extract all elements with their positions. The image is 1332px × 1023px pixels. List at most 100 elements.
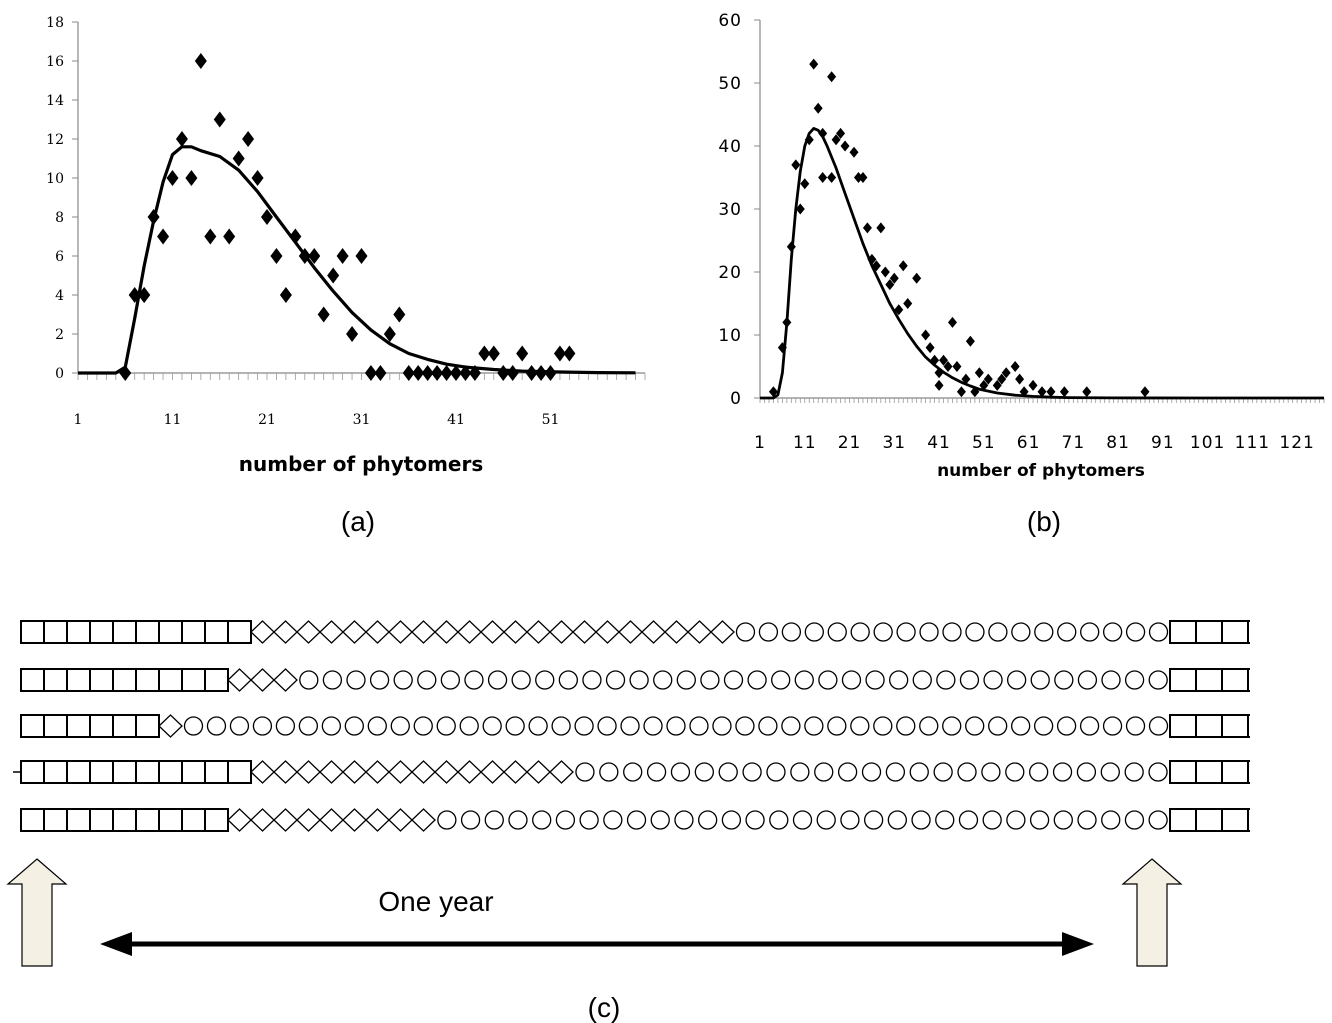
circle-phytomer [558,670,578,690]
data-point [497,365,510,381]
square-phytomer [181,808,206,832]
data-point [421,365,434,381]
diamond-phytomer [388,620,413,644]
diamond-phytomer [296,620,321,644]
circle-phytomer [535,670,555,690]
fit-curve [78,145,636,375]
circle-phytomer [670,762,691,782]
x-tick-label: 91 [1151,433,1175,453]
data-point [251,170,264,186]
x-axis-label: number of phytomers [937,461,1145,481]
square-phytomer [89,714,114,738]
y-tick-label: 14 [46,93,64,109]
data-point [983,373,993,385]
arrow-head-left-icon [100,932,132,956]
caption-b: (b) [1027,506,1061,537]
y-tick-label: 18 [46,15,64,31]
square-phytomer [1195,760,1223,784]
data-point [795,203,805,215]
circle-phytomer [816,810,836,830]
data-point [777,342,787,354]
data-point [921,329,931,341]
diamond-phytomer [365,760,390,784]
data-point [478,345,491,362]
data-point [961,373,971,385]
circle-phytomer [653,670,673,690]
circle-phytomer [1080,622,1100,642]
circle-phytomer [837,762,858,782]
phytomer-row [20,808,1250,832]
data-point [147,209,160,225]
circle-phytomer [959,670,980,690]
diamond-phytomer [250,668,275,692]
square-phytomer [135,668,160,692]
circle-phytomer [723,670,744,690]
square-phytomer [1169,714,1197,738]
y-tick-label: 10 [718,326,742,346]
y-tick-label: 12 [46,132,64,148]
circle-phytomer [1056,716,1077,736]
x-tick-label: 51 [972,433,996,453]
circle-phytomer [252,716,273,736]
data-point [925,342,935,354]
diamond-phytomer [250,760,275,784]
data-point [383,326,396,342]
y-tick-label: 20 [718,263,742,283]
circle-phytomer [344,716,364,736]
square-phytomer [135,760,160,784]
x-tick-label: 21 [838,433,862,453]
circle-phytomer [747,670,767,690]
square-phytomer [20,760,45,784]
data-point [871,260,881,272]
data-point [827,71,837,83]
circle-phytomer [887,810,907,830]
diamond-phytomer [457,620,482,644]
square-phytomer [181,760,206,784]
diamond-phytomer [503,620,528,644]
data-point [947,316,957,328]
square-phytomer [89,620,114,644]
data-point [876,222,886,234]
data-point [535,365,548,381]
circle-phytomer [912,670,932,690]
circle-phytomer [958,810,979,830]
diamond-phytomer [480,760,505,784]
square-phytomer [158,808,183,832]
circle-phytomer [863,810,884,830]
square-phytomer [204,620,229,644]
diamond-phytomer [595,620,620,644]
circle-phytomer [484,810,504,830]
data-point [934,379,944,391]
circle-phytomer [936,670,956,690]
diamond-phytomer [227,808,252,832]
diamond-phytomer [710,620,735,644]
square-phytomer [1221,808,1249,832]
square-phytomer [1221,760,1249,784]
circle-phytomer [1011,716,1031,736]
data-point [952,361,962,372]
circle-phytomer [850,622,870,642]
circle-phytomer [1076,762,1097,782]
circle-phytomer [841,670,862,690]
circle-phytomer [790,762,810,782]
square-phytomer [1169,668,1197,692]
diamond-phytomer [503,760,528,784]
data-point [804,134,814,146]
data-point [194,53,207,69]
square-phytomer [89,808,114,832]
data-point [1015,373,1025,385]
data-point [885,279,895,291]
data-point [979,379,989,391]
data-point [138,287,151,303]
circle-phytomer [1124,810,1145,830]
circle-phytomer [1029,810,1050,830]
circle-phytomer [508,810,528,830]
circle-phytomer [346,670,366,690]
circle-phytomer [983,670,1003,690]
circle-phytomer [464,670,484,690]
circle-phytomer [896,716,916,736]
x-tick-label: 61 [1017,433,1041,453]
square-phytomer [43,760,68,784]
